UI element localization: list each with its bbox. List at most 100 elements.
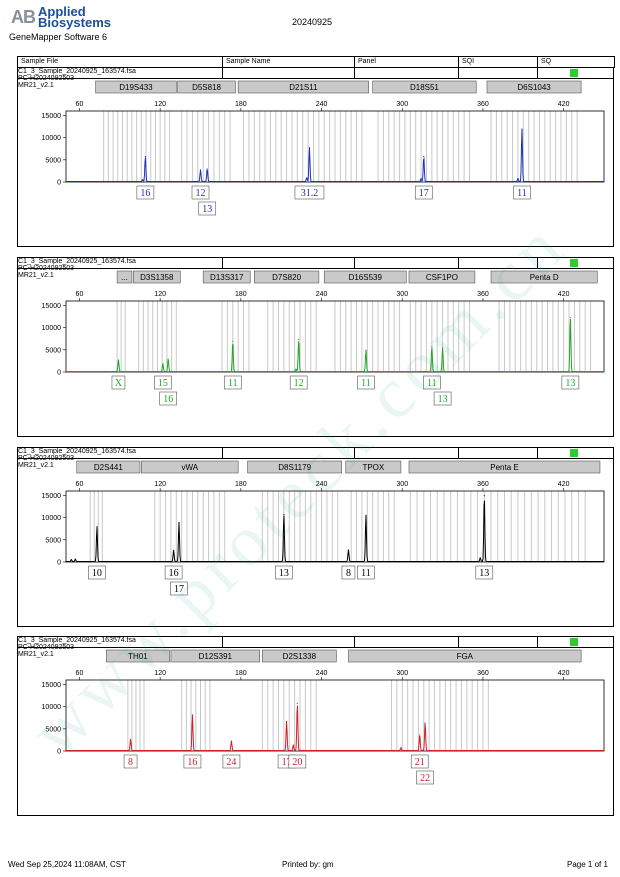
y-tick-label: 15000 bbox=[42, 493, 62, 500]
col-panel: Panel bbox=[358, 58, 376, 65]
bin-group bbox=[116, 301, 126, 372]
x-tick-label: 300 bbox=[396, 101, 408, 108]
footer-page-number: Page 1 of 1 bbox=[567, 860, 608, 869]
x-tick-label: 360 bbox=[477, 481, 489, 488]
x-tick-label: 60 bbox=[76, 670, 84, 677]
peak-apex bbox=[296, 702, 298, 705]
peak-apex bbox=[483, 495, 485, 497]
divider bbox=[354, 258, 355, 268]
allele-call-box bbox=[191, 185, 210, 200]
x-tick-label: 240 bbox=[316, 101, 328, 108]
locus-marker: TH01 bbox=[106, 649, 170, 663]
peak-apex bbox=[191, 714, 194, 716]
locus-marker-box bbox=[106, 649, 170, 663]
y-tick-label: 0 bbox=[57, 370, 61, 377]
allele-call-label: 13 bbox=[202, 204, 212, 215]
x-tick-label: 300 bbox=[396, 481, 408, 488]
allele-call: 16 bbox=[183, 754, 202, 769]
locus-marker-label: D16S539 bbox=[349, 273, 383, 282]
locus-marker-box bbox=[76, 460, 141, 474]
allele-call-box bbox=[198, 201, 217, 216]
x-tick-label: 180 bbox=[235, 670, 247, 677]
allele-call: 13 bbox=[198, 201, 217, 216]
locus-marker-box bbox=[408, 460, 601, 474]
panel-panel-name: MR21_v2.1 bbox=[18, 272, 54, 279]
peak-apex bbox=[74, 558, 77, 560]
allele-call-label: 12 bbox=[196, 188, 206, 199]
locus-marker-label: D12S391 bbox=[199, 652, 233, 661]
x-tick-label: 180 bbox=[235, 291, 247, 298]
peak-apex bbox=[70, 559, 72, 561]
bin-group bbox=[498, 301, 592, 372]
allele-call: 21 bbox=[410, 754, 429, 769]
allele-call-box bbox=[289, 375, 308, 390]
allele-call: 13 bbox=[561, 375, 580, 390]
peak-apex bbox=[419, 734, 421, 736]
plot-frame bbox=[65, 490, 605, 563]
allele-call: 13 bbox=[275, 565, 293, 580]
x-tick-label: 120 bbox=[154, 670, 166, 677]
peak-apex bbox=[232, 340, 234, 342]
x-tick-label: 360 bbox=[477, 670, 489, 677]
allele-call-box bbox=[410, 754, 429, 769]
peak-apex bbox=[306, 177, 308, 179]
y-tick-label: 15000 bbox=[42, 303, 62, 310]
col-sample-file: Sample File bbox=[21, 58, 58, 65]
footer-timestamp: Wed Sep 25,2024 11:08AM, CST bbox=[8, 860, 126, 869]
y-tick-label: 10000 bbox=[42, 704, 62, 711]
locus-marker: D6S1043 bbox=[486, 80, 582, 94]
electropherogram-panel: C1_3_Sample_20240925_163574.fsa PC-H20240… bbox=[17, 636, 614, 816]
allele-call-box bbox=[123, 754, 138, 769]
allele-call-label: 8 bbox=[346, 568, 351, 579]
allele-call-box bbox=[423, 375, 441, 390]
locus-marker: D7S820 bbox=[254, 270, 320, 284]
allele-call-label: 16 bbox=[163, 394, 173, 405]
allele-call-label: 11 bbox=[361, 378, 371, 389]
applied-biosystems-logo-icon: A B bbox=[10, 6, 38, 28]
peak-apex bbox=[285, 721, 288, 723]
locus-marker-label: D5S818 bbox=[192, 83, 221, 92]
locus-marker: FGA bbox=[348, 649, 582, 663]
divider bbox=[458, 68, 459, 78]
y-tick-label: 0 bbox=[57, 560, 61, 567]
divider bbox=[537, 637, 538, 647]
locus-marker-label: D7S820 bbox=[272, 273, 301, 282]
divider bbox=[222, 68, 223, 78]
locus-marker-label: CSF1PO bbox=[426, 273, 458, 282]
locus-marker-label: D21S11 bbox=[289, 83, 318, 92]
allele-call-label: 16 bbox=[140, 188, 150, 199]
peak-apex bbox=[199, 169, 202, 171]
locus-marker: CSF1PO bbox=[408, 270, 476, 284]
footer-printed-by: Printed by: gm bbox=[282, 860, 334, 869]
bin-group bbox=[377, 111, 470, 182]
allele-call: 13 bbox=[433, 391, 452, 406]
bin-group bbox=[261, 680, 317, 751]
peak-apex bbox=[178, 521, 180, 524]
locus-marker-label: D13S317 bbox=[210, 273, 244, 282]
allele-call: 20 bbox=[288, 754, 307, 769]
locus-marker: D12S391 bbox=[170, 649, 260, 663]
peak-apex bbox=[400, 747, 402, 749]
x-tick-label: 180 bbox=[235, 101, 247, 108]
panel-sample-file: C1_3_Sample_20240925_163574.fsa bbox=[18, 637, 136, 644]
col-sqi: SQI bbox=[462, 58, 475, 65]
locus-marker: D2S441 bbox=[76, 460, 141, 474]
locus-marker: D21S11 bbox=[237, 80, 369, 94]
locus-marker-box bbox=[247, 460, 343, 474]
bin-group bbox=[89, 491, 103, 562]
locus-marker-label: D2S441 bbox=[94, 463, 123, 472]
trace-line bbox=[66, 705, 604, 751]
allele-call-label: 21 bbox=[415, 757, 425, 768]
y-tick-label: 15000 bbox=[42, 682, 62, 689]
run-date: 20240925 bbox=[292, 17, 333, 27]
x-tick-label: 120 bbox=[154, 291, 166, 298]
allele-call-label: 31.2 bbox=[301, 188, 319, 199]
x-tick-label: 360 bbox=[477, 101, 489, 108]
divider bbox=[537, 258, 538, 268]
panel-sample-name: PC-H2024092503 bbox=[18, 455, 75, 462]
locus-marker-box bbox=[132, 270, 181, 284]
peak-apex bbox=[129, 738, 132, 740]
bin-group bbox=[409, 491, 586, 562]
sq-status-indicator bbox=[570, 69, 578, 77]
allele-call-box bbox=[294, 185, 325, 200]
